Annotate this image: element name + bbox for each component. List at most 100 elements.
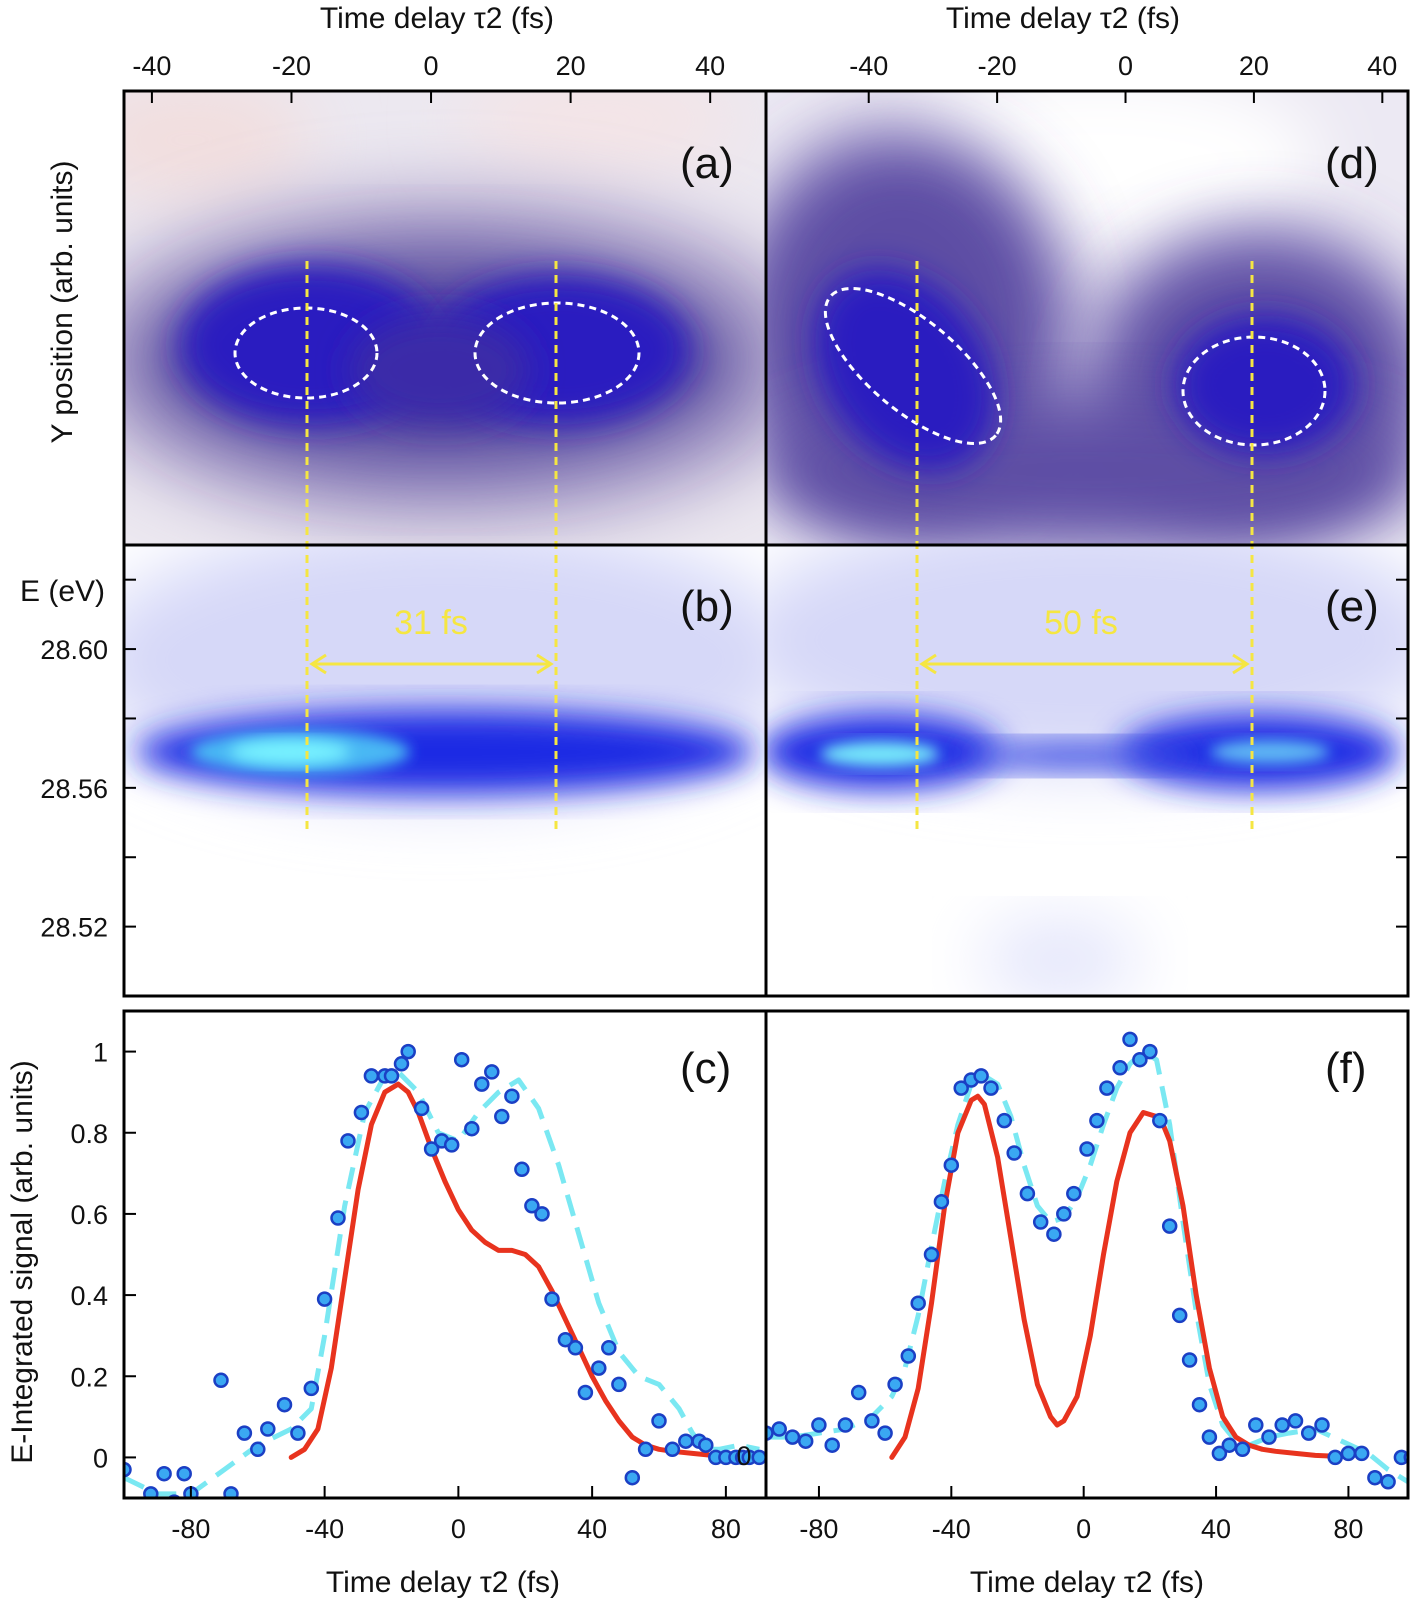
data-point-f <box>797 1433 814 1449</box>
data-point-f <box>766 1425 774 1441</box>
data-point-c <box>751 1449 766 1466</box>
data-point-c <box>611 1376 627 1393</box>
data-point-c <box>514 1161 530 1178</box>
top-tick-label-right: 20 <box>1239 51 1269 81</box>
data-point-c <box>276 1396 293 1413</box>
data-point-c <box>260 1421 276 1437</box>
spectrum-e <box>766 545 1408 996</box>
x-tick-label-c: 80 <box>711 1514 741 1544</box>
y-axis-title-energy: E (eV) <box>20 575 105 608</box>
data-point-c <box>393 1056 410 1072</box>
y-tick-label-c: 0 <box>93 1443 108 1473</box>
data-point-c <box>591 1360 607 1376</box>
data-point-f <box>850 1384 867 1401</box>
data-point-c <box>624 1469 641 1486</box>
data-point-f <box>910 1295 926 1311</box>
y-tick-label-c: 0.4 <box>70 1281 108 1311</box>
data-point-f <box>1099 1080 1115 1096</box>
x-tick-label-f: 0 <box>1076 1514 1091 1544</box>
simulation-line-f <box>889 1093 1338 1460</box>
data-point-f <box>996 1112 1013 1129</box>
data-point-f <box>1122 1031 1138 1048</box>
annotation-50fs: 50 fs <box>1044 604 1118 642</box>
data-point-c <box>340 1133 356 1149</box>
energy-tick-label: 28.52 <box>40 913 108 943</box>
top-tick-label-right: -20 <box>978 51 1017 81</box>
data-point-c <box>156 1465 172 1482</box>
data-point-f <box>811 1417 827 1433</box>
top-tick-label-left: 0 <box>424 51 439 81</box>
spectrum-b <box>124 545 766 996</box>
data-point-f <box>1066 1185 1082 1202</box>
data-point-c <box>213 1372 229 1389</box>
peak-ellipse-d-right <box>1181 335 1327 447</box>
data-point-c <box>494 1108 510 1125</box>
x-tick-label-c: 0 <box>451 1514 466 1544</box>
data-point-f <box>1046 1226 1062 1242</box>
data-point-f <box>953 1080 969 1096</box>
data-point-f <box>1191 1396 1208 1413</box>
data-point-f <box>1248 1417 1264 1433</box>
top-tick-label-right: -40 <box>849 51 888 81</box>
data-point-c <box>484 1064 500 1080</box>
data-point-f <box>1234 1441 1251 1458</box>
data-point-f <box>1201 1429 1218 1445</box>
data-point-f <box>1152 1112 1168 1129</box>
data-point-c <box>453 1051 470 1068</box>
data-point-f <box>1380 1474 1396 1490</box>
data-point-c <box>423 1141 440 1157</box>
data-point-c <box>443 1137 460 1153</box>
data-point-f <box>877 1425 893 1441</box>
panel-label-f: (f) <box>1325 1044 1367 1093</box>
y-tick-label-c: 0.6 <box>70 1200 108 1230</box>
data-point-f <box>1181 1352 1198 1368</box>
data-point-f <box>784 1429 801 1445</box>
top-axis-title-left: Time delay τ2 (fs) <box>320 2 554 35</box>
plot-c <box>124 1043 766 1498</box>
data-point-c <box>637 1441 654 1458</box>
axes: -40 -20 0 20 40 -40 -20 0 20 40 28.60 28.56 28.52 -80… <box>40 51 1408 1544</box>
data-point-f <box>900 1348 917 1364</box>
y-tick-label-c: 1 <box>93 1038 108 1068</box>
data-point-c <box>544 1291 560 1307</box>
y-tick-label-c: 0.2 <box>70 1362 108 1392</box>
bottom-axis-title-left: Time delay τ2 (fs) <box>326 1566 560 1599</box>
data-point-c <box>534 1206 550 1222</box>
energy-tick-label: 28.56 <box>40 774 108 804</box>
data-point-c <box>567 1340 584 1356</box>
y-tick-label-c: 0.8 <box>70 1119 108 1149</box>
data-point-f <box>1274 1417 1290 1433</box>
data-point-c <box>124 1461 132 1478</box>
data-point-f <box>1019 1185 1036 1202</box>
plot-f <box>766 1031 1408 1490</box>
data-point-c <box>400 1043 416 1060</box>
data-point-f <box>983 1080 999 1096</box>
data-point-f <box>771 1421 787 1437</box>
data-point-c <box>577 1384 594 1401</box>
data-point-c <box>413 1100 430 1117</box>
data-point-f <box>837 1417 854 1433</box>
bottom-axis-title-right: Time delay τ2 (fs) <box>970 1566 1204 1599</box>
separation-arrow-right <box>919 653 1250 675</box>
data-point-f <box>1221 1437 1238 1453</box>
data-point-f <box>923 1246 940 1263</box>
smoothed-line-f <box>766 1049 1408 1484</box>
data-point-c <box>223 1486 239 1498</box>
data-point-c <box>464 1120 480 1137</box>
data-point-c <box>651 1413 667 1429</box>
data-point-f <box>887 1376 903 1393</box>
data-point-c <box>678 1433 694 1449</box>
data-point-f <box>1340 1445 1357 1462</box>
data-point-c <box>353 1104 370 1121</box>
data-point-f <box>1032 1214 1049 1230</box>
data-point-f <box>864 1413 880 1429</box>
data-point-f <box>1079 1141 1095 1157</box>
data-point-f <box>1171 1307 1188 1324</box>
annotation-31fs: 31 fs <box>394 604 468 642</box>
x-tick-label-c: -40 <box>305 1514 344 1544</box>
data-point-f <box>1314 1417 1330 1433</box>
data-point-f <box>973 1068 989 1084</box>
data-point-f <box>1300 1425 1317 1441</box>
data-point-c <box>250 1441 266 1458</box>
